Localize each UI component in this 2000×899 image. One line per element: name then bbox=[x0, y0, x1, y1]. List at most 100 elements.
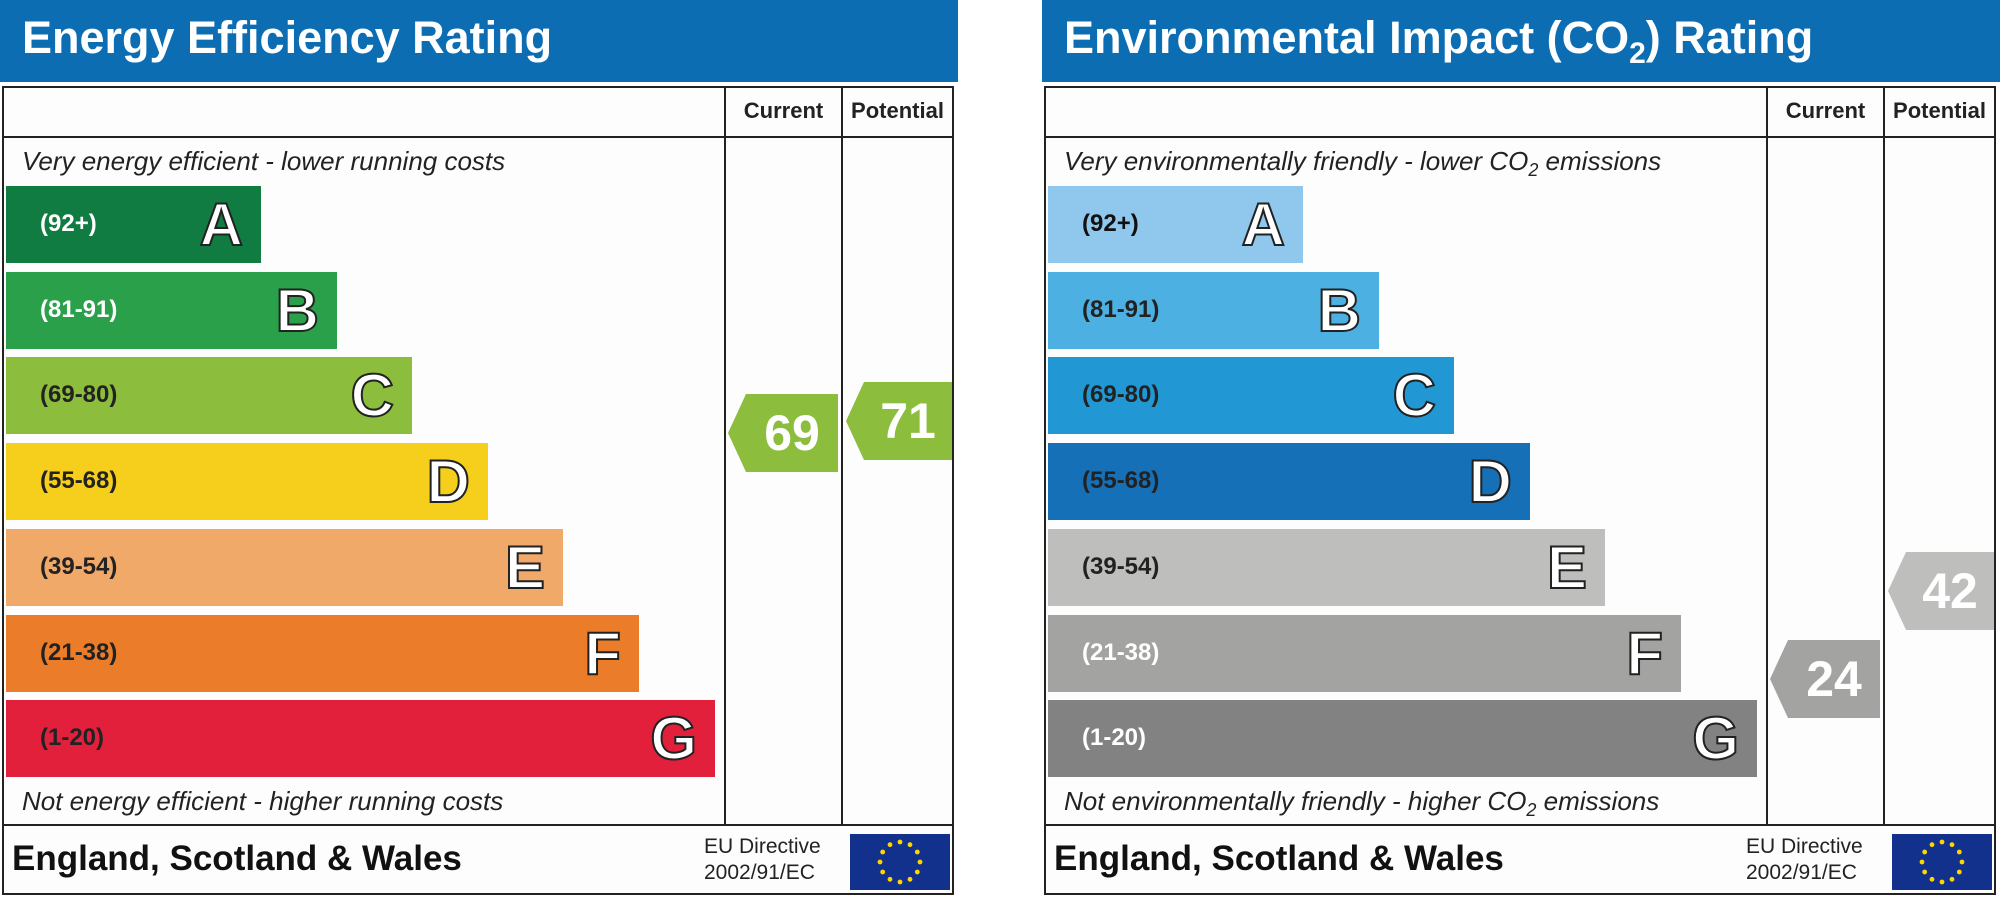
eu-star-icon bbox=[1949, 842, 1955, 848]
band-letter: F bbox=[1625, 619, 1664, 688]
eu-star-icon bbox=[1939, 839, 1945, 845]
potential-column-header: Potential bbox=[1893, 98, 1986, 123]
band-range: (81-91) bbox=[40, 295, 118, 323]
eu-star-icon bbox=[887, 876, 893, 882]
column-divider bbox=[1883, 88, 1885, 824]
potential-column-header: Potential bbox=[851, 98, 944, 123]
eu-star-icon bbox=[1922, 849, 1928, 855]
eu-star-icon bbox=[897, 879, 903, 885]
title-bar: Environmental Impact (CO2) Rating bbox=[1042, 0, 2000, 82]
band-range: (1-20) bbox=[1082, 724, 1147, 752]
band-letter: D bbox=[1468, 447, 1513, 516]
band-range: (21-38) bbox=[1082, 638, 1160, 666]
band-range: (81-91) bbox=[1082, 295, 1160, 323]
eu-star-icon bbox=[877, 859, 883, 865]
band-b-bar: (81-91) B bbox=[6, 271, 337, 349]
region-label: England, Scotland & Wales bbox=[12, 839, 462, 878]
footer-divider bbox=[4, 824, 952, 826]
eu-directive-line: EU Directive bbox=[704, 835, 821, 858]
eu-directive-number: 2002/91/EC bbox=[1746, 861, 1857, 884]
eu-star-icon bbox=[1956, 869, 1962, 875]
band-d-bar: (55-68) D bbox=[1048, 443, 1530, 521]
band-f-bar: (21-38) F bbox=[1048, 614, 1681, 692]
energy-efficiency-panel: Energy Efficiency Rating Current Potenti… bbox=[0, 0, 958, 899]
band-c-bar: (69-80) C bbox=[6, 357, 412, 435]
eu-star-icon bbox=[1939, 879, 1945, 885]
top-note: Very environmentally friendly - lower CO… bbox=[1064, 146, 1662, 181]
band-range: (21-38) bbox=[40, 638, 118, 666]
eu-star-icon bbox=[1956, 849, 1962, 855]
band-c-bar: (69-80) C bbox=[1048, 357, 1454, 435]
band-f-bar: (21-38) F bbox=[6, 614, 639, 692]
eu-directive-text: EU Directive 2002/91/EC bbox=[1746, 834, 1863, 886]
eu-directive-line: EU Directive bbox=[1746, 835, 1863, 858]
footer-divider bbox=[1046, 824, 1994, 826]
band-b-bar: (81-91) B bbox=[1048, 271, 1379, 349]
current-rating-marker: 69 bbox=[728, 394, 838, 473]
title-bar: Energy Efficiency Rating bbox=[0, 0, 958, 82]
chart-title: Environmental Impact (CO2) Rating bbox=[1064, 12, 1814, 70]
chart-frame: Current Potential Very environmentally f… bbox=[1044, 86, 1996, 895]
band-g-bar: (1-20) G bbox=[1048, 700, 1757, 778]
eu-directive-number: 2002/91/EC bbox=[704, 861, 815, 884]
header-divider bbox=[4, 136, 952, 138]
chart-frame: Current Potential Very energy efficient … bbox=[2, 86, 954, 895]
band-e-bar: (39-54) E bbox=[1048, 528, 1605, 606]
eu-flag-icon bbox=[1892, 834, 1992, 890]
current-column-header: Current bbox=[1785, 98, 1866, 123]
eu-star-icon bbox=[1922, 869, 1928, 875]
band-letter: B bbox=[275, 276, 320, 345]
band-range: (1-20) bbox=[40, 724, 105, 752]
band-g-bar: (1-20) G bbox=[6, 700, 715, 778]
eu-star-icon bbox=[914, 849, 920, 855]
band-letter: C bbox=[350, 361, 395, 430]
region-label: England, Scotland & Wales bbox=[1054, 839, 1504, 878]
column-divider bbox=[841, 88, 843, 824]
eu-star-icon bbox=[1959, 859, 1965, 865]
eu-star-icon bbox=[1949, 876, 1955, 882]
eu-star-icon bbox=[1929, 842, 1935, 848]
potential-rating-value: 42 bbox=[1922, 563, 1978, 620]
band-range: (69-80) bbox=[40, 381, 118, 409]
band-letter: D bbox=[426, 447, 471, 516]
band-letter: B bbox=[1317, 276, 1362, 345]
band-letter: C bbox=[1392, 361, 1437, 430]
chart-title: Energy Efficiency Rating bbox=[22, 12, 553, 63]
eu-star-icon bbox=[1929, 876, 1935, 882]
potential-rating-value: 71 bbox=[880, 393, 936, 450]
eu-star-icon bbox=[907, 842, 913, 848]
band-letter: E bbox=[1546, 533, 1588, 602]
eu-flag-icon bbox=[850, 834, 950, 890]
eu-star-icon bbox=[907, 876, 913, 882]
band-d-bar: (55-68) D bbox=[6, 443, 488, 521]
band-a-bar: (92+) A bbox=[6, 186, 261, 263]
band-letter: G bbox=[649, 704, 698, 773]
eu-star-icon bbox=[897, 839, 903, 845]
eu-star-icon bbox=[914, 869, 920, 875]
eu-star-icon bbox=[917, 859, 923, 865]
bottom-note: Not environmentally friendly - higher CO… bbox=[1064, 786, 1660, 821]
environmental-impact-panel: Environmental Impact (CO2) Rating Curren… bbox=[1042, 0, 2000, 899]
eu-star-icon bbox=[1919, 859, 1925, 865]
eu-star-icon bbox=[880, 869, 886, 875]
band-letter: F bbox=[583, 619, 622, 688]
header-divider bbox=[1046, 136, 1994, 138]
potential-rating-marker: 42 bbox=[1888, 552, 1994, 631]
current-column-header: Current bbox=[743, 98, 824, 123]
band-letter: A bbox=[1241, 190, 1286, 259]
top-note: Very energy efficient - lower running co… bbox=[22, 146, 506, 176]
current-rating-marker: 24 bbox=[1770, 639, 1880, 718]
band-a-bar: (92+) A bbox=[1048, 186, 1303, 263]
potential-rating-marker: 71 bbox=[846, 382, 952, 461]
eu-star-icon bbox=[880, 849, 886, 855]
band-range: (69-80) bbox=[1082, 381, 1160, 409]
band-letter: G bbox=[1691, 704, 1740, 773]
bottom-note: Not energy efficient - higher running co… bbox=[22, 786, 504, 816]
eu-star-icon bbox=[887, 842, 893, 848]
column-divider bbox=[724, 88, 726, 824]
column-divider bbox=[1766, 88, 1768, 824]
band-e-bar: (39-54) E bbox=[6, 528, 563, 606]
eu-directive-text: EU Directive 2002/91/EC bbox=[704, 834, 821, 886]
current-rating-value: 24 bbox=[1806, 650, 1862, 707]
band-letter: A bbox=[199, 190, 244, 259]
